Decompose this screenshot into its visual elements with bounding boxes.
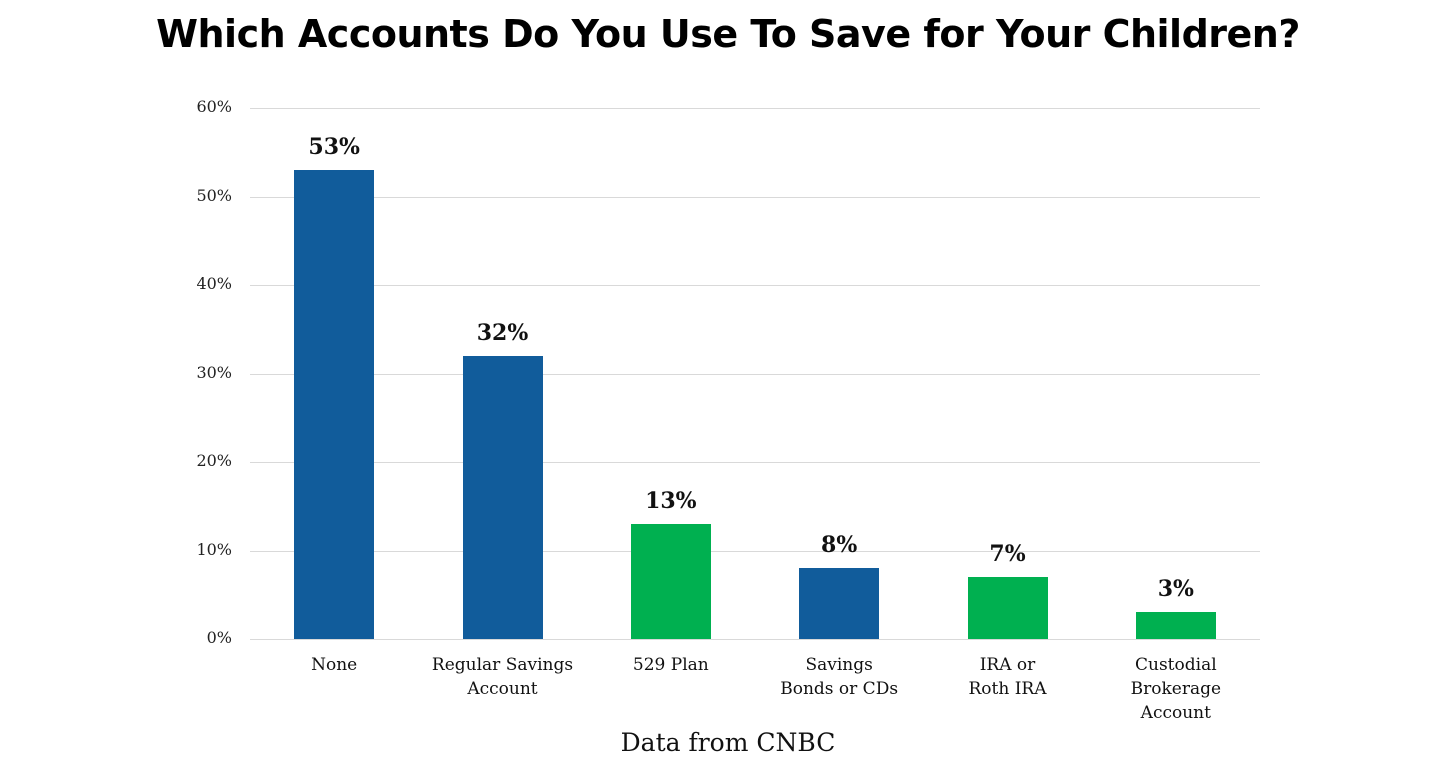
gridline — [250, 285, 1260, 286]
bar — [630, 523, 711, 639]
y-tick-label: 10% — [196, 539, 232, 559]
bar — [1135, 612, 1216, 639]
x-tick-label: Savings Bonds or CDs — [780, 655, 899, 699]
x-tick-label: Regular Savings Account — [431, 655, 574, 699]
data-label: 13% — [645, 487, 697, 514]
gridline — [250, 639, 1260, 640]
y-tick-label: 50% — [196, 185, 232, 205]
bar — [799, 568, 880, 639]
chart-title: Which Accounts Do You Use To Save for Yo… — [156, 12, 1300, 56]
bar — [967, 577, 1048, 639]
gridline — [250, 462, 1260, 463]
data-label: 8% — [821, 532, 858, 559]
y-tick-label: 30% — [196, 362, 232, 382]
bar — [462, 355, 543, 639]
data-label: 7% — [989, 541, 1026, 568]
x-tick-label: Custodial Brokerage Account — [1130, 655, 1222, 723]
data-label: 3% — [1157, 576, 1194, 603]
gridline — [250, 108, 1260, 109]
source-note: Data from CNBC — [620, 728, 836, 757]
gridline — [250, 373, 1260, 375]
y-tick-label: 20% — [196, 451, 232, 470]
x-tick-label: 529 Plan — [632, 655, 709, 675]
plot-area: 53% 32% 13% 8% 7% 3% — [250, 108, 1260, 640]
x-tick-label: IRA or Roth IRA — [968, 655, 1047, 699]
data-label: 53% — [308, 133, 360, 160]
gridline — [250, 550, 1260, 552]
gridline — [250, 196, 1260, 198]
bar — [294, 169, 375, 639]
data-label: 32% — [476, 319, 529, 346]
y-tick-label: 40% — [196, 274, 232, 293]
y-tick-label: 60% — [196, 97, 232, 116]
y-tick-label: 0% — [206, 628, 232, 647]
x-tick-label: None — [311, 655, 358, 675]
